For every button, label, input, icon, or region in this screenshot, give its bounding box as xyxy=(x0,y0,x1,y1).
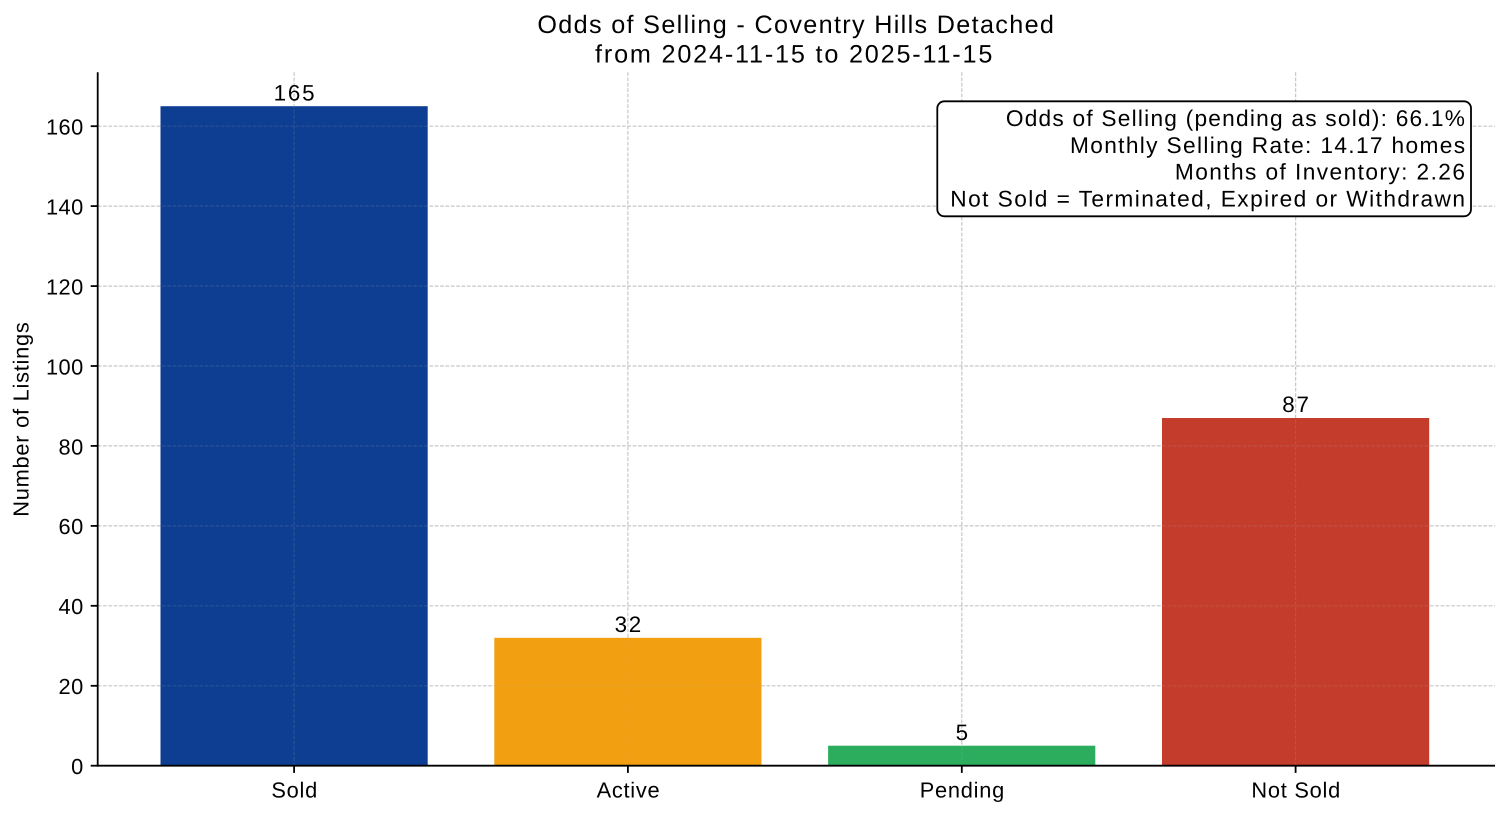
svg-text:Not Sold: Not Sold xyxy=(1251,777,1341,802)
svg-text:160: 160 xyxy=(46,115,84,140)
svg-text:87: 87 xyxy=(1282,392,1310,417)
svg-text:Odds of Selling - Coventry Hil: Odds of Selling - Coventry Hills Detache… xyxy=(537,11,1055,39)
svg-text:100: 100 xyxy=(46,354,84,379)
svg-text:Number of Listings: Number of Listings xyxy=(9,321,34,516)
svg-text:140: 140 xyxy=(46,195,84,220)
svg-text:32: 32 xyxy=(615,612,643,637)
svg-text:Pending: Pending xyxy=(920,777,1005,802)
svg-text:60: 60 xyxy=(59,514,84,539)
svg-text:from 2024-11-15 to 2025-11-15: from 2024-11-15 to 2025-11-15 xyxy=(595,41,994,69)
svg-text:40: 40 xyxy=(59,594,84,619)
svg-text:Active: Active xyxy=(597,777,661,802)
svg-text:5: 5 xyxy=(956,720,970,745)
svg-text:Odds of Selling (pending as so: Odds of Selling (pending as sold): 66.1% xyxy=(1006,105,1466,131)
svg-text:Not Sold = Terminated, Expired: Not Sold = Terminated, Expired or Withdr… xyxy=(950,186,1466,212)
svg-text:80: 80 xyxy=(59,434,84,459)
svg-text:Months of Inventory: 2.26: Months of Inventory: 2.26 xyxy=(1175,159,1467,185)
svg-text:Monthly Selling Rate: 14.17 ho: Monthly Selling Rate: 14.17 homes xyxy=(1070,132,1466,158)
svg-text:Sold: Sold xyxy=(271,777,318,802)
svg-text:20: 20 xyxy=(59,674,84,699)
svg-text:165: 165 xyxy=(274,80,317,105)
svg-text:120: 120 xyxy=(46,274,84,299)
svg-text:0: 0 xyxy=(71,754,84,779)
